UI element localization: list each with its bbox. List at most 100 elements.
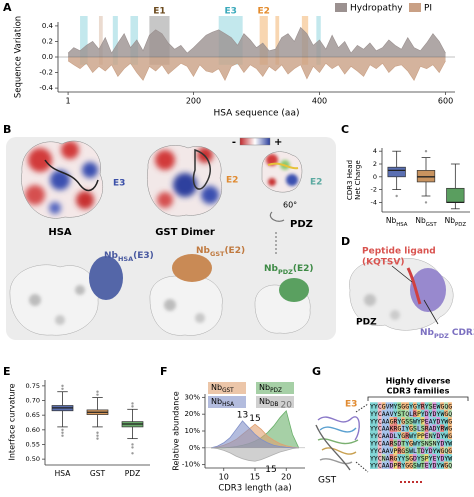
residue-bg — [440, 431, 445, 440]
outlier — [96, 390, 99, 393]
structure-label: PDZ — [290, 219, 313, 230]
x-tick-label: 400 — [312, 97, 327, 106]
x-tick-label: 600 — [438, 97, 453, 106]
residue-bg — [444, 402, 448, 410]
residue-bg — [385, 431, 390, 440]
residue-bg — [409, 439, 413, 447]
pointer — [391, 265, 413, 283]
y-axis-label: Relative abundance — [172, 391, 181, 470]
residue-bg — [393, 417, 398, 425]
residue-bg — [373, 454, 378, 462]
residue-bg — [393, 454, 398, 462]
panel-g: Highly diverse CDR3 families E3 GST — [315, 377, 469, 486]
sequence: YYCAAVPRGSWLTDYDYWGQG — [370, 447, 452, 455]
residue-bg — [370, 439, 374, 447]
residue-bg — [370, 424, 374, 432]
y-tick-label: -4 — [371, 198, 377, 206]
residue-bg — [424, 409, 429, 418]
x-tick-label: 10 — [219, 473, 229, 482]
residue-bg — [420, 409, 425, 418]
residue-bg — [397, 424, 402, 432]
residue-bg — [440, 402, 445, 410]
epitope-region — [112, 16, 118, 65]
x-tick-label: 1 — [66, 97, 71, 106]
residue-bg — [393, 439, 398, 447]
residue-bg — [428, 431, 433, 440]
residue-bg — [409, 461, 413, 469]
residue-bg — [432, 431, 437, 440]
residue-bg — [444, 439, 448, 447]
cdr3-sub: PDZ — [434, 332, 449, 340]
residue-bg — [416, 461, 421, 469]
residue-bg — [416, 446, 421, 455]
residue-bg — [370, 409, 374, 418]
outlier — [96, 434, 99, 437]
category-label: GST — [90, 469, 106, 478]
residue-bg — [377, 461, 382, 469]
residue-bg — [401, 409, 406, 418]
residue-bg — [420, 431, 425, 440]
y-tick-label: 4 — [373, 147, 377, 155]
residue-bg — [412, 454, 417, 462]
residue-bg — [385, 454, 390, 462]
residue-bg — [405, 417, 409, 425]
residue-bg — [397, 454, 402, 462]
residue-bg — [448, 402, 452, 410]
residue-bg — [436, 402, 441, 410]
hsa-surface — [21, 140, 103, 219]
epitope-region — [130, 16, 139, 65]
residue-bg — [436, 409, 441, 418]
residue-bg — [370, 431, 374, 440]
peak-label: 15 — [249, 414, 260, 424]
outlier — [395, 194, 398, 198]
category-label-sub: GST — [426, 222, 438, 228]
x-axis-label: HSA sequence (aa) — [214, 109, 300, 119]
residue-bg — [389, 461, 394, 469]
residue-bg — [381, 409, 386, 418]
outlier — [96, 393, 99, 396]
y-axis-label: CDR3 Head — [346, 160, 354, 200]
residue-bg — [381, 402, 386, 410]
legend-label-main: Nb — [259, 383, 270, 392]
residue-bg — [385, 461, 390, 469]
residue-bg — [448, 446, 452, 455]
residue-bg — [440, 446, 445, 455]
cdr3-name: Nb — [420, 328, 435, 338]
y-tick-label: 20% — [184, 410, 200, 418]
epitope-label: E2 — [310, 178, 322, 188]
y-tick-label: 0.60 — [26, 426, 40, 434]
outlier — [96, 431, 99, 434]
residue-bg — [373, 461, 378, 469]
residue-bg — [412, 431, 417, 440]
sequence: YYCAAVYSTQLRPYDYDYWGQ — [370, 410, 452, 418]
residue-bg — [416, 439, 421, 447]
residue-bg — [440, 409, 445, 418]
y-tick-label: 10% — [184, 427, 200, 435]
residue-bg — [436, 454, 441, 462]
y-tick-label: -2 — [371, 186, 377, 194]
outlier — [131, 402, 134, 405]
residue-bg — [389, 417, 394, 425]
legend-label-sub: HSA — [222, 402, 234, 408]
residue-bg — [436, 424, 441, 432]
residue-bg — [409, 417, 413, 425]
legend-label: NbHSA — [211, 397, 234, 408]
residue-bg — [428, 446, 433, 455]
sequence: YYCAAGRYGSSWYPEAYDYWG — [370, 417, 452, 425]
residue-bg — [416, 454, 421, 462]
epitope-label: E3 — [224, 7, 236, 17]
residue-bg — [440, 461, 445, 469]
residue-bg — [412, 446, 417, 455]
residue-bg — [448, 439, 452, 447]
category-label-sub: PDZ — [455, 222, 466, 228]
x-axis-label: CDR3 length (aa) — [218, 484, 291, 494]
outlier — [61, 428, 64, 432]
legend-label-sub: PDZ — [270, 388, 282, 394]
residue-bg — [373, 409, 378, 418]
epitope-label: E2 — [226, 176, 238, 186]
residue-bg — [373, 424, 378, 432]
residue-bg — [405, 439, 409, 447]
residue-bg — [416, 402, 421, 410]
